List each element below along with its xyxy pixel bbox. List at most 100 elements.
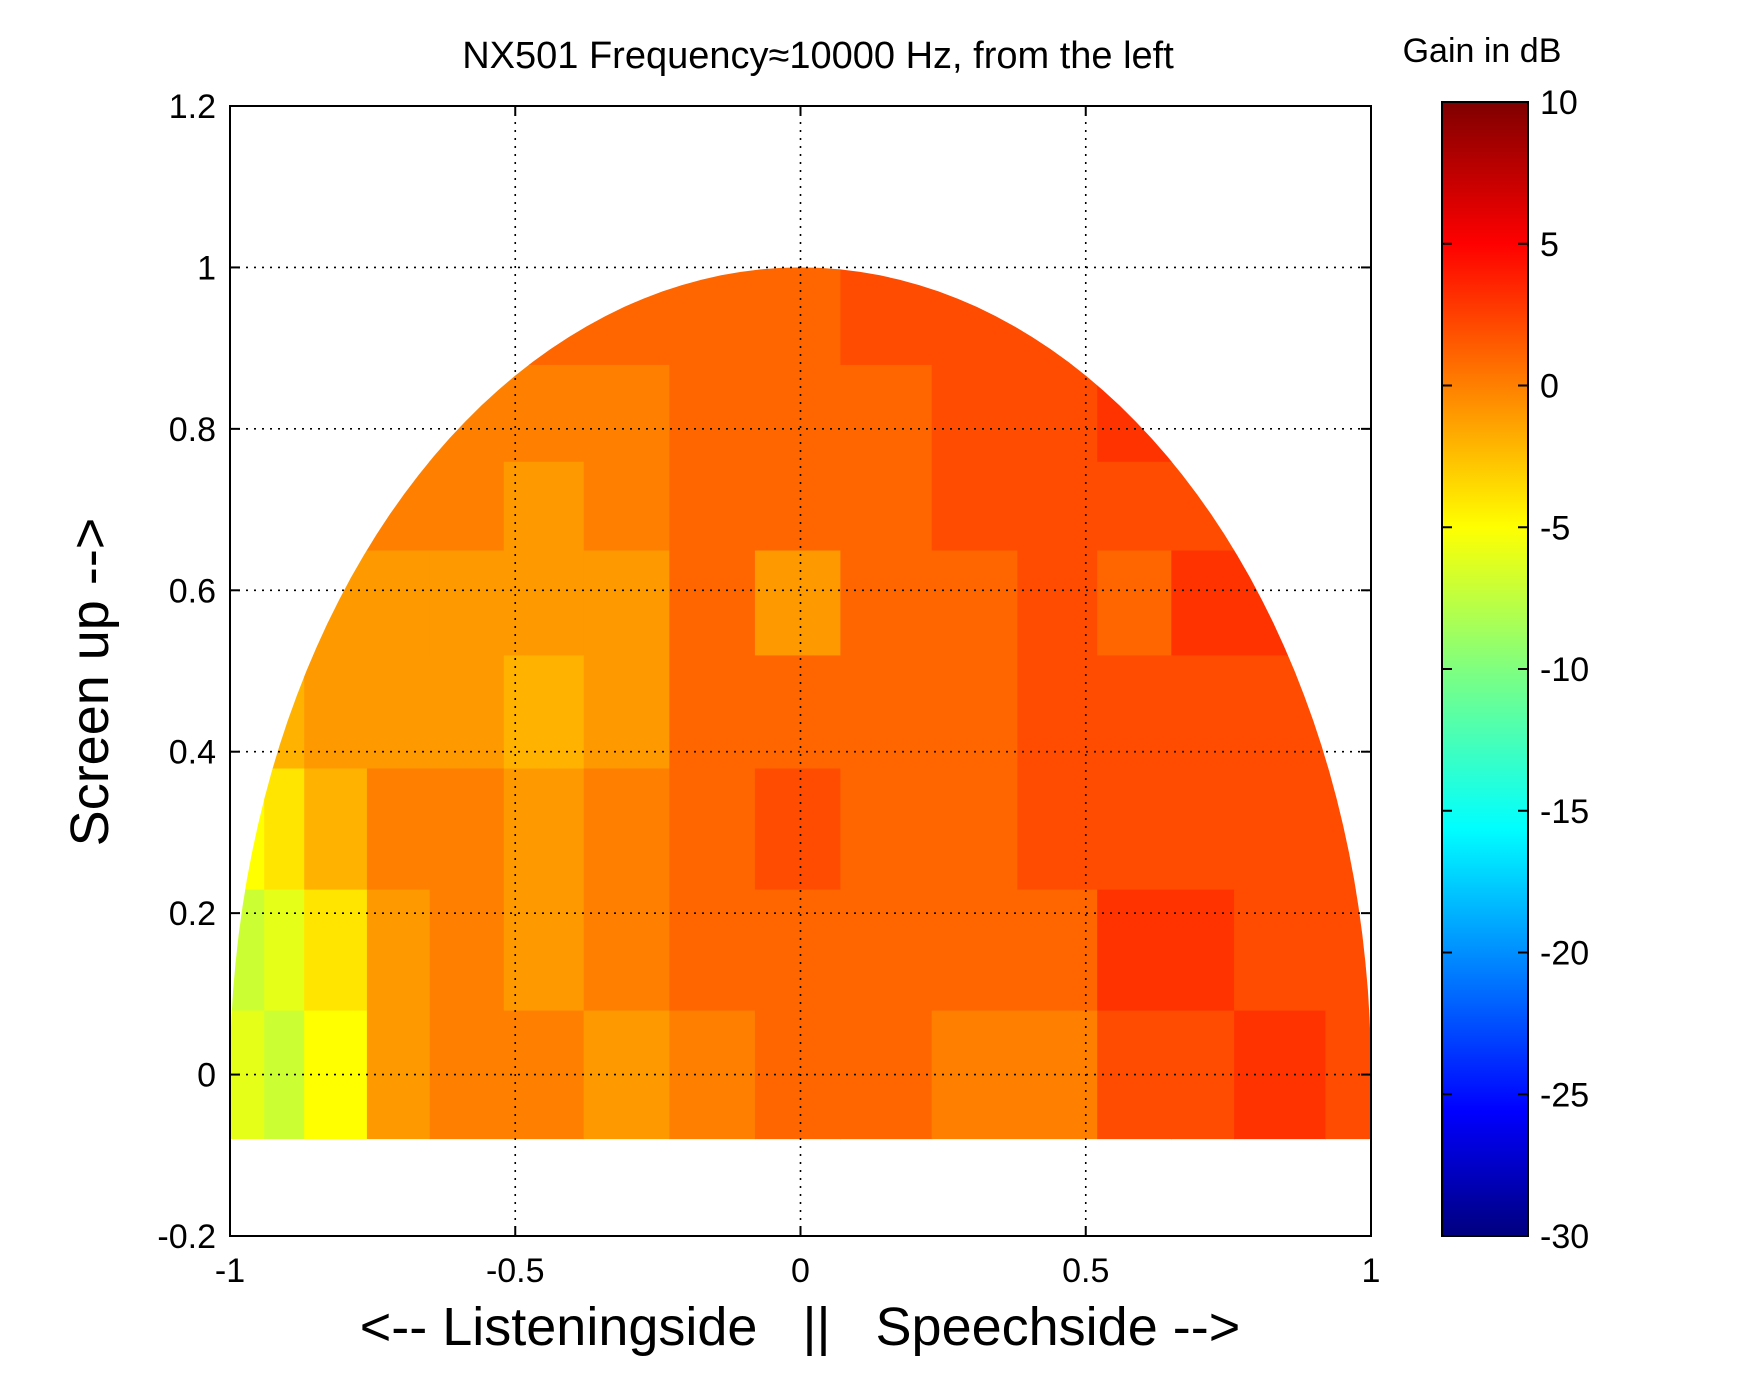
heatmap-cell [754, 767, 842, 890]
heatmap-cell [304, 767, 368, 890]
heatmap-cell [1097, 549, 1172, 656]
colorbar-title: Gain in dB [1403, 32, 1562, 70]
heatmap-cell [583, 549, 670, 656]
heatmap-cell [754, 267, 842, 365]
heatmap-cell [366, 654, 505, 769]
heatmap-cell [669, 1010, 756, 1140]
heatmap-cell [230, 888, 265, 1011]
heatmap-cell [503, 888, 585, 1011]
heatmap-cell [669, 461, 756, 551]
heatmap-cell [1234, 888, 1326, 1011]
heatmap-cell [583, 654, 670, 769]
heatmap-cell [840, 767, 1018, 890]
heatmap-cell [304, 654, 368, 769]
heatmap-cell [1097, 461, 1235, 551]
heatmap-cell [1097, 767, 1172, 890]
heatmap-cell [230, 549, 431, 656]
heatmap-cell [754, 654, 842, 769]
heatmap-cells [230, 267, 1371, 1140]
heatmap-cell [840, 364, 933, 462]
chart-title: NX501 Frequency≈10000 Hz, from the left [462, 35, 1174, 77]
y-tick-label: 0.8 [169, 411, 216, 449]
heatmap-cell [429, 888, 505, 1011]
y-tick-label: -0.2 [157, 1218, 216, 1256]
colorbar-tick-label: 5 [1540, 226, 1559, 264]
heatmap-cell [931, 461, 1018, 551]
y-axis-label: Screen up --> [60, 518, 120, 847]
x-axis-label: <-- Listeningside || Speechside --> [360, 1297, 1241, 1357]
heatmap-cell [583, 364, 670, 462]
heatmap-cell [1017, 767, 1098, 890]
heatmap-cell [583, 767, 670, 890]
y-tick-label: 0.6 [169, 572, 216, 610]
colorbar-tick-label: 0 [1540, 368, 1559, 406]
heatmap-cell [503, 461, 585, 551]
x-tick-label: 1 [1362, 1252, 1381, 1290]
heatmap-cell [366, 767, 505, 890]
y-tick-label: 1 [197, 249, 216, 287]
heatmap-cell [669, 364, 756, 462]
heatmap-cell [583, 461, 670, 551]
heatmap-cell [230, 364, 585, 462]
heatmap-cell [931, 549, 1018, 656]
heatmap-cell [754, 549, 842, 656]
heatmap-cell [304, 888, 368, 1011]
heatmap-cell [230, 654, 305, 769]
colorbar-tick-label: 10 [1540, 84, 1578, 122]
heatmap-cell [840, 654, 933, 769]
heatmap-cell [1171, 767, 1371, 890]
y-tick-label: 0.4 [169, 734, 216, 772]
heatmap-cell [583, 1010, 670, 1140]
heatmap-cell [931, 654, 1018, 769]
heatmap-cell [429, 1010, 585, 1140]
heatmap-cell [669, 549, 756, 656]
heatmap-cell [1097, 364, 1371, 462]
heatmap-cell [366, 888, 431, 1011]
colorbar-tick-label: -15 [1540, 793, 1589, 831]
heatmap-cell [754, 888, 842, 1011]
x-tick-label: -0.5 [486, 1252, 545, 1290]
heatmap-cell [840, 549, 933, 656]
heatmap-cell [931, 888, 1018, 1011]
heatmap-cell [1097, 654, 1371, 769]
heatmap-cell [230, 461, 505, 551]
heatmap-cell [669, 654, 756, 769]
heatmap-cell [931, 364, 1098, 462]
heatmap-cell [754, 364, 842, 462]
colorbar-tick-label: -10 [1540, 651, 1589, 689]
colorbar-tick-label: -5 [1540, 509, 1570, 547]
heatmap-cell [669, 888, 756, 1011]
x-ticks: -1 -0.5 0 0.5 1 [215, 106, 1381, 1290]
y-ticks: -0.2 0 0.2 0.4 0.6 0.8 1 1.2 [157, 88, 1371, 1256]
heatmap-cell [503, 767, 585, 890]
heatmap-cell [1017, 888, 1098, 1011]
heatmap-cell [503, 654, 585, 769]
heatmap-cell [230, 767, 265, 890]
heatmap-cell [1325, 888, 1371, 1011]
heatmap-cell [1017, 549, 1098, 656]
heatmap-cell [1017, 654, 1098, 769]
heatmap-cell [669, 767, 756, 890]
colorbar-tick-label: -30 [1540, 1218, 1589, 1256]
heatmap-cell [1234, 461, 1371, 551]
colorbar: Gain in dB 10 5 0 -5 -10 -15 -20 -25 -30 [1403, 32, 1590, 1256]
heatmap-cell [583, 888, 670, 1011]
y-tick-label: 1.2 [169, 88, 216, 126]
x-tick-label: 0 [791, 1252, 810, 1290]
heatmap-cell [264, 888, 305, 1011]
colorbar-ticks: 10 5 0 -5 -10 -15 -20 -25 -30 [1442, 84, 1589, 1256]
heatmap-cell [429, 549, 585, 656]
y-tick-label: 0.2 [169, 895, 216, 933]
heatmap-cell [1097, 888, 1235, 1011]
heatmap-cell [840, 888, 933, 1011]
heatmap-cell [1171, 549, 1371, 656]
heatmap-cell [840, 461, 933, 551]
heatmap-cell [754, 461, 842, 551]
colorbar-gradient [1441, 101, 1529, 1237]
y-tick-label: 0 [197, 1057, 216, 1095]
heatmap-cell [840, 267, 1371, 365]
heatmap-cell [1017, 461, 1098, 551]
heatmap-cell [1171, 1010, 1235, 1140]
colorbar-tick-label: -20 [1540, 935, 1589, 973]
